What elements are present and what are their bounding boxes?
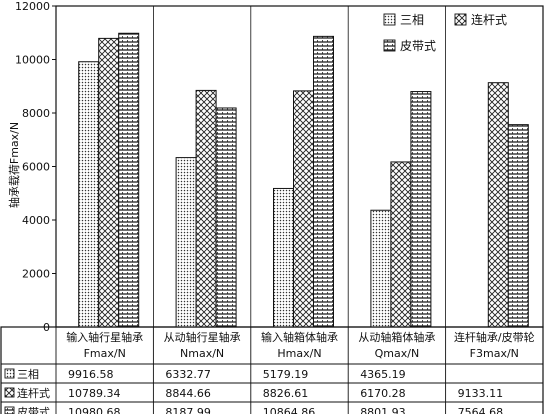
table-cell-value: 8844.66 xyxy=(165,387,211,400)
bar-dots xyxy=(175,157,197,328)
legend-swatch-crosshatch xyxy=(454,13,467,26)
category-unit-label: Qmax/N xyxy=(375,347,420,360)
category-label: 连杆轴承/皮带轮 xyxy=(454,330,535,344)
legend-label: 皮带式 xyxy=(400,39,436,53)
category-label: 输入轴箱体轴承 xyxy=(261,330,338,344)
bar-crosshatch xyxy=(98,37,120,328)
table-swatch-crosshatch xyxy=(4,387,15,398)
bar-hlines xyxy=(215,107,237,328)
table-cell-value: 9916.58 xyxy=(68,368,114,381)
table-cell-value: 6170.28 xyxy=(360,387,406,400)
category-label: 从动轴箱体轴承 xyxy=(358,330,435,344)
bar-hlines xyxy=(507,124,529,328)
bar-dots xyxy=(370,209,392,328)
table-cell-value: 6332.77 xyxy=(165,368,211,381)
bar-crosshatch xyxy=(195,89,217,328)
legend-swatch-hlines xyxy=(383,39,396,52)
table-cell-value: 8187.99 xyxy=(165,406,211,414)
table-cell-value: 9133.11 xyxy=(458,387,504,400)
y-axis-label: 轴承载荷Fmax/N xyxy=(7,122,21,208)
bar-hlines xyxy=(410,91,432,328)
category-label: 输入轴行星轴承 xyxy=(66,330,143,344)
table-series-name: 皮带式 xyxy=(17,406,50,414)
bar-hlines xyxy=(118,32,140,328)
y-tick-label: 2000 xyxy=(22,268,50,281)
y-tick-label: 10000 xyxy=(15,54,50,67)
table-cell-value: 10980.68 xyxy=(68,406,121,414)
table-series-name: 三相 xyxy=(17,368,39,381)
table-swatch-hlines xyxy=(4,406,15,414)
bars xyxy=(78,32,529,328)
y-tick-label: 4000 xyxy=(22,214,50,227)
bar-dots xyxy=(78,61,100,328)
table-border xyxy=(0,326,544,414)
table-series-name: 连杆式 xyxy=(17,386,50,400)
y-tick-label: 12000 xyxy=(15,0,50,13)
category-unit-label: Hmax/N xyxy=(277,347,321,360)
table-cell-value: 5179.19 xyxy=(263,368,309,381)
category-unit-label: Nmax/N xyxy=(180,347,224,360)
category-label: 从动轴行星轴承 xyxy=(164,330,241,344)
table-cell-value: 10864.86 xyxy=(263,406,316,414)
bar-dots xyxy=(273,187,294,328)
y-tick-label: 6000 xyxy=(22,161,50,174)
table-cell-value: 7564.68 xyxy=(458,406,504,414)
category-unit-label: F3max/N xyxy=(470,347,519,360)
bar-crosshatch xyxy=(390,161,412,328)
table-cell-value: 8826.61 xyxy=(263,387,309,400)
category-unit-label: Fmax/N xyxy=(84,347,126,360)
bar-hlines xyxy=(313,35,334,328)
table-cell-value: 10789.34 xyxy=(68,387,121,400)
legend-label: 连杆式 xyxy=(471,12,507,27)
table-cell-value: 8801.93 xyxy=(360,406,406,414)
y-tick-label: 8000 xyxy=(22,107,50,120)
data-table: 输入轴行星轴承 Fmax/N 从动轴行星轴承 Nmax/N 输入轴箱体轴承 Hmax/N 从… xyxy=(0,326,544,414)
bar-crosshatch xyxy=(487,82,509,328)
table-cell-value: 4365.19 xyxy=(360,368,406,381)
legend-swatch-dots xyxy=(383,13,396,26)
table-swatch-dots xyxy=(4,368,15,379)
bar-crosshatch xyxy=(293,90,314,328)
legend-label: 三相 xyxy=(400,13,424,27)
